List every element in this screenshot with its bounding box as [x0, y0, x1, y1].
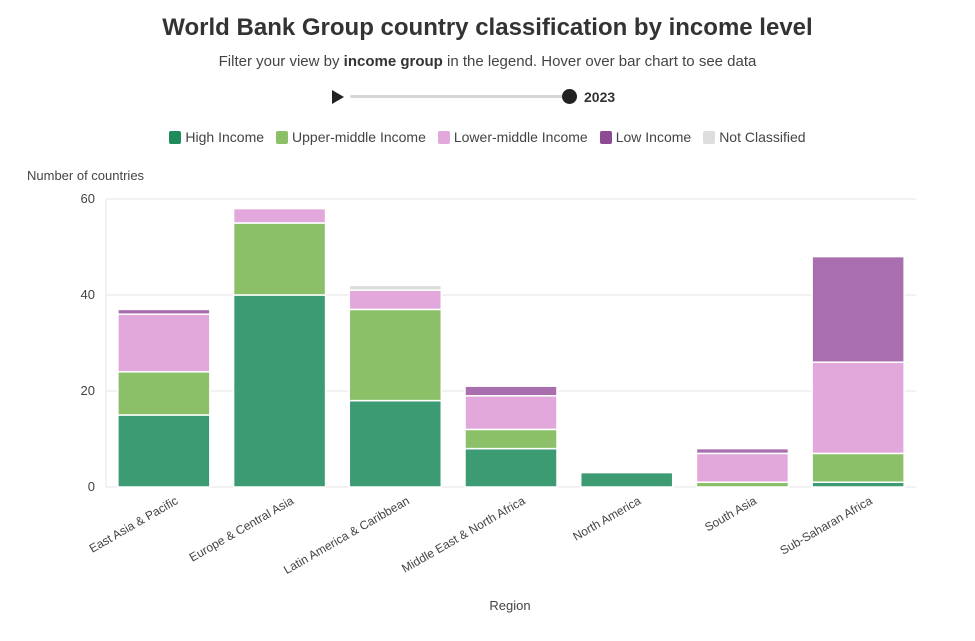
legend-item-low-income[interactable]: Low Income — [599, 129, 692, 145]
slider-year-label: 2023 — [584, 89, 616, 105]
legend-label-lower-middle-income: Lower-middle Income — [453, 129, 588, 145]
chart-title: World Bank Group country classification … — [162, 14, 813, 41]
play-icon[interactable] — [332, 90, 344, 104]
bar-latin-america-and-caribbean-high-income[interactable] — [348, 399, 443, 488]
bar-europe-and-central-asia-upper-middle-income[interactable] — [232, 222, 327, 296]
bar-east-asia-and-pacific-high-income[interactable] — [117, 414, 211, 488]
bar-middle-east-and-north-africa-low-income[interactable] — [464, 385, 558, 397]
legend-swatch-high-income — [169, 130, 182, 144]
y-tick-label-0: 0 — [88, 479, 95, 494]
legend-item-high-income[interactable]: High Income — [169, 129, 264, 145]
bar-north-america-high-income[interactable] — [579, 471, 674, 488]
slider-handle[interactable] — [562, 89, 577, 104]
slider-track[interactable] — [350, 95, 570, 98]
y-tick-label-20: 20 — [81, 383, 95, 398]
x-tick-label-north-america: North America — [570, 493, 643, 543]
bar-middle-east-and-north-africa-lower-middle-income[interactable] — [464, 395, 558, 431]
legend-label-upper-middle-income: Upper-middle Income — [292, 129, 426, 145]
bar-sub-saharan-africa-low-income[interactable] — [811, 255, 905, 363]
bar-sub-saharan-africa-lower-middle-income[interactable] — [811, 361, 905, 455]
legend-swatch-not-classified — [703, 130, 716, 144]
y-tick-label-60: 60 — [81, 191, 95, 206]
legend-item-upper-middle-income[interactable]: Upper-middle Income — [276, 129, 426, 145]
bar-east-asia-and-pacific-upper-middle-income[interactable] — [117, 371, 211, 416]
bar-sub-saharan-africa-upper-middle-income[interactable] — [811, 452, 905, 483]
subtitle-text-post: in the legend. Hover over bar chart to s… — [442, 53, 757, 70]
legend-label-low-income: Low Income — [615, 129, 692, 145]
legend-label-high-income: High Income — [185, 129, 265, 145]
legend: High Income Upper-middle Income Lower-mi… — [0, 129, 975, 145]
x-tick-label-east-asia-and-pacific: East Asia & Pacific — [87, 493, 181, 555]
bar-latin-america-and-caribbean-not-classified[interactable] — [348, 284, 443, 291]
bar-latin-america-and-caribbean-upper-middle-income[interactable] — [348, 308, 443, 402]
bar-europe-and-central-asia-high-income[interactable] — [232, 294, 327, 488]
legend-swatch-low-income — [599, 130, 612, 144]
x-axis-title: Region — [489, 598, 531, 613]
legend-item-lower-middle-income[interactable]: Lower-middle Income — [437, 129, 588, 145]
subtitle-text-pre: Filter your view by — [218, 53, 344, 70]
x-tick-label-europe-and-central-asia: Europe & Central Asia — [187, 493, 297, 564]
legend-swatch-lower-middle-income — [437, 130, 450, 144]
bar-east-asia-and-pacific-low-income[interactable] — [117, 308, 211, 315]
chart-subtitle: Filter your view by income group in the … — [0, 53, 975, 70]
bar-latin-america-and-caribbean-lower-middle-income[interactable] — [348, 289, 443, 311]
x-tick-label-middle-east-and-north-africa: Middle East & North Africa — [399, 493, 528, 575]
x-tick-label-sub-saharan-africa: Sub-Saharan Africa — [778, 493, 875, 557]
x-tick-label-latin-america-and-caribbean: Latin America & Caribbean — [281, 493, 412, 576]
bar-europe-and-central-asia-lower-middle-income[interactable] — [232, 207, 327, 224]
bar-south-asia-low-income[interactable] — [695, 447, 790, 455]
y-tick-label-40: 40 — [81, 287, 95, 302]
subtitle-text-bold: income group — [343, 53, 443, 70]
y-axis-title: Number of countries — [27, 168, 145, 183]
bar-middle-east-and-north-africa-high-income[interactable] — [464, 447, 558, 488]
legend-label-not-classified: Not Classified — [719, 129, 806, 145]
legend-item-not-classified[interactable]: Not Classified — [703, 129, 806, 145]
bar-middle-east-and-north-africa-upper-middle-income[interactable] — [464, 428, 558, 450]
year-slider[interactable]: 2023 — [330, 86, 630, 108]
x-tick-label-south-asia: South Asia — [702, 493, 759, 534]
bar-east-asia-and-pacific-lower-middle-income[interactable] — [117, 313, 211, 373]
bar-south-asia-lower-middle-income[interactable] — [695, 452, 790, 483]
legend-swatch-upper-middle-income — [276, 130, 289, 144]
